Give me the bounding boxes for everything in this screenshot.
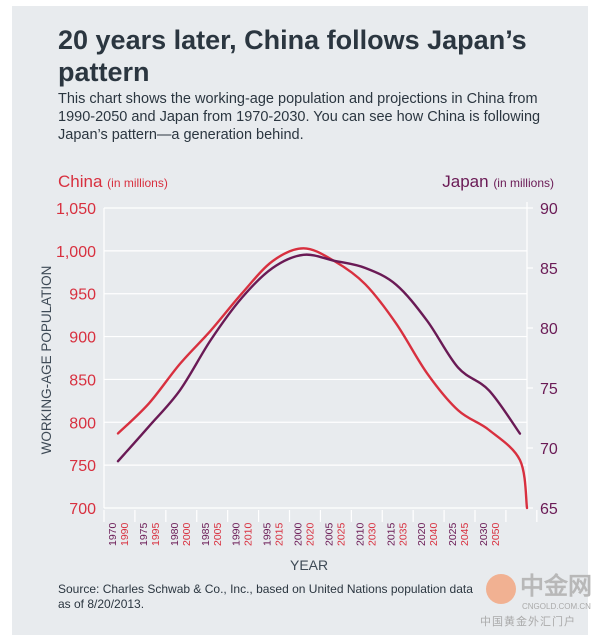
watermark-circle-icon <box>486 574 516 604</box>
x-tick-label-china: 2015 <box>274 522 286 546</box>
x-tick-label-japan: 2025 <box>447 522 459 546</box>
x-tick-label-japan: 1985 <box>200 522 212 546</box>
legend-china-name: China <box>58 172 103 191</box>
x-tick-label-japan: 1995 <box>262 522 274 546</box>
x-tick-label-china: 2035 <box>397 522 409 546</box>
watermark-url: CNGOLD.COM.CN <box>522 602 591 611</box>
x-tick-label-china: 2005 <box>212 522 224 546</box>
chart-title: 20 years later, China follows Japan’s pa… <box>58 25 527 87</box>
chart-description: This chart shows the working-age populat… <box>58 91 541 143</box>
y-right-tick-label: 85 <box>540 261 558 278</box>
x-tick-label-japan: 2010 <box>354 522 366 546</box>
legend-china: China (in millions) <box>58 172 168 193</box>
x-tick-label-japan: 2030 <box>478 522 490 546</box>
x-tick-label-china: 2045 <box>459 522 471 546</box>
x-tick-label-china: 1995 <box>150 522 162 546</box>
watermark-logo: 中金网 CNGOLD.COM.CN 中国黄金外汇门户 <box>480 573 596 634</box>
x-tick-label-china: 2010 <box>243 522 255 546</box>
y-left-tick-label: 800 <box>69 415 96 432</box>
chart-panel <box>12 6 588 635</box>
x-tick-label-china: 2000 <box>181 522 193 546</box>
x-tick-label-japan: 2015 <box>385 522 397 546</box>
y-left-tick-label: 950 <box>69 287 96 304</box>
x-tick-label-japan: 1970 <box>107 522 119 546</box>
legend-japan: Japan (in millions) <box>442 172 554 193</box>
x-tick-label-japan: 2000 <box>293 522 305 546</box>
watermark-sub: 中国黄金外汇门户 <box>480 616 576 628</box>
x-tick-label-china: 2030 <box>366 522 378 546</box>
x-tick-label-japan: 2005 <box>323 522 335 546</box>
x-tick-label-china: 2040 <box>428 522 440 546</box>
watermark-main: 中金网 <box>520 573 592 600</box>
legend-japan-name: Japan <box>442 172 489 191</box>
source-note: Source: Charles Schwab & Co., Inc., base… <box>58 582 473 611</box>
legend-china-unit: (in millions) <box>107 176 168 190</box>
y-right-tick-label: 75 <box>540 381 558 398</box>
x-tick-label-japan: 2020 <box>416 522 428 546</box>
y-left-tick-label: 1,050 <box>56 201 96 218</box>
y-right-tick-label: 80 <box>540 321 558 338</box>
x-tick-label-japan: 1990 <box>231 522 243 546</box>
x-tick-label-japan: 1980 <box>169 522 181 546</box>
x-tick-label-japan: 1975 <box>138 522 150 546</box>
x-tick-label-china: 1990 <box>119 522 131 546</box>
x-axis-label: YEAR <box>290 557 329 573</box>
y-left-tick-label: 750 <box>69 458 96 475</box>
y-right-tick-label: 70 <box>540 441 558 458</box>
y-left-tick-label: 900 <box>69 330 96 347</box>
x-tick-label-china: 2050 <box>490 522 502 546</box>
x-tick-label-china: 2025 <box>335 522 347 546</box>
y-left-tick-label: 1,000 <box>56 244 96 261</box>
series-line-china <box>116 247 529 510</box>
x-tick-label-china: 2020 <box>305 522 317 546</box>
y-right-tick-label: 90 <box>540 201 558 218</box>
y-left-tick-label: 700 <box>69 501 96 518</box>
y-right-tick-label: 65 <box>540 501 558 518</box>
legend-japan-unit: (in millions) <box>493 176 554 190</box>
y-left-tick-label: 850 <box>69 372 96 389</box>
series-line-japan <box>116 253 522 463</box>
